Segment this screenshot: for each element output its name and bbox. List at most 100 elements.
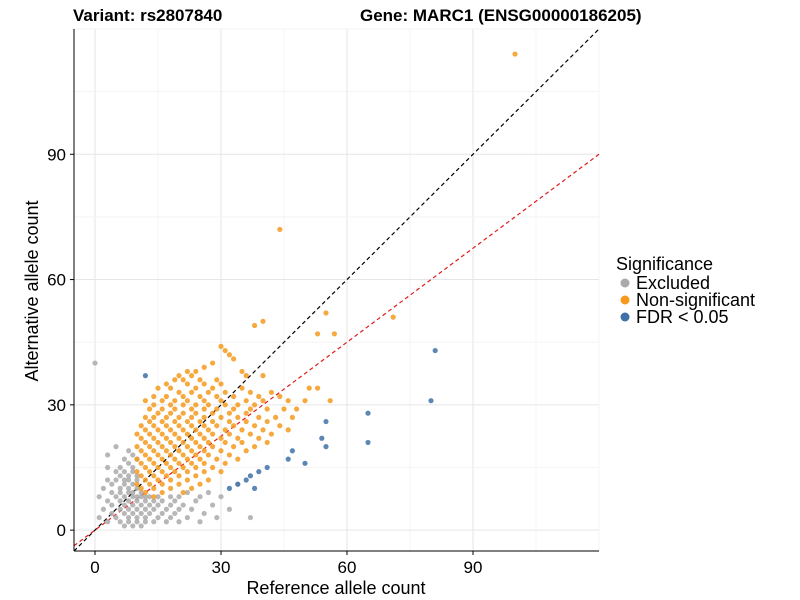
point-non-significant (260, 427, 266, 433)
point-non-significant (176, 473, 182, 479)
point-non-significant (243, 398, 249, 404)
point-non-significant (189, 423, 195, 429)
point-non-significant (201, 435, 207, 441)
point-excluded (134, 485, 140, 491)
point-excluded (138, 502, 144, 508)
point-non-significant (184, 444, 190, 450)
point-excluded (126, 460, 132, 466)
point-fdr-0-05 (428, 398, 434, 404)
point-non-significant (264, 418, 270, 425)
point-excluded (134, 494, 140, 500)
point-non-significant (134, 444, 140, 450)
point-non-significant (168, 464, 174, 471)
point-excluded (210, 502, 216, 508)
point-non-significant (189, 448, 195, 454)
point-non-significant (264, 406, 270, 412)
point-non-significant (159, 398, 165, 404)
point-non-significant (243, 410, 249, 416)
point-fdr-0-05 (243, 477, 249, 483)
point-non-significant (306, 385, 312, 391)
point-fdr-0-05 (365, 439, 371, 446)
point-non-significant (155, 452, 161, 458)
point-non-significant (172, 431, 178, 437)
point-non-significant (197, 431, 203, 437)
chart-title-gene: Gene: MARC1 (ENSG00000186205) (360, 6, 642, 25)
point-non-significant (168, 402, 174, 408)
point-non-significant (197, 481, 203, 487)
point-non-significant (201, 469, 207, 475)
point-non-significant (151, 435, 157, 441)
point-non-significant (222, 402, 228, 408)
point-non-significant (239, 368, 245, 375)
point-non-significant (205, 452, 211, 458)
point-non-significant (155, 385, 161, 391)
point-non-significant (214, 423, 220, 429)
point-excluded (134, 473, 140, 479)
point-non-significant (231, 393, 237, 400)
point-non-significant (197, 444, 203, 450)
point-excluded (134, 519, 140, 525)
point-excluded (117, 498, 123, 504)
point-non-significant (189, 485, 195, 491)
point-excluded (113, 469, 119, 475)
point-non-significant (184, 477, 190, 483)
point-excluded (130, 494, 136, 500)
point-non-significant (222, 347, 228, 354)
point-non-significant (163, 460, 169, 466)
point-excluded (205, 489, 211, 496)
point-excluded (96, 494, 102, 500)
point-excluded (130, 510, 136, 517)
point-non-significant (180, 402, 186, 408)
point-excluded (197, 519, 203, 525)
point-excluded (134, 498, 140, 504)
point-non-significant (172, 398, 178, 404)
point-non-significant (168, 410, 174, 416)
chart-title-variant: Variant: rs2807840 (73, 6, 222, 25)
point-non-significant (142, 452, 148, 458)
point-non-significant (168, 485, 174, 491)
point-non-significant (176, 373, 182, 379)
point-excluded (151, 519, 157, 525)
point-non-significant (151, 423, 157, 429)
point-non-significant (239, 427, 245, 433)
point-non-significant (226, 452, 232, 458)
point-non-significant (163, 448, 169, 454)
y-tick-label: 60 (47, 271, 66, 290)
point-non-significant (210, 410, 216, 416)
point-non-significant (235, 402, 241, 408)
point-non-significant (235, 435, 241, 441)
point-non-significant (331, 331, 337, 337)
point-non-significant (201, 381, 207, 387)
point-non-significant (218, 448, 224, 454)
point-fdr-0-05 (302, 460, 308, 466)
point-non-significant (176, 448, 182, 454)
point-fdr-0-05 (256, 469, 262, 475)
reference-lines (73, 28, 600, 552)
point-excluded (142, 506, 148, 512)
point-excluded (117, 519, 123, 525)
point-excluded (113, 514, 119, 521)
y-tick-label: 0 (57, 521, 66, 540)
point-non-significant (176, 435, 182, 441)
point-non-significant (247, 431, 253, 437)
point-non-significant (189, 460, 195, 466)
point-non-significant (142, 464, 148, 471)
point-non-significant (176, 389, 182, 395)
point-non-significant (201, 406, 207, 412)
point-non-significant (159, 444, 165, 450)
point-non-significant (226, 352, 232, 358)
point-non-significant (147, 456, 153, 462)
point-non-significant (138, 473, 144, 479)
point-non-significant (180, 452, 186, 458)
point-non-significant (201, 460, 207, 466)
point-non-significant (218, 381, 224, 387)
point-non-significant (193, 385, 199, 391)
legend-key-excluded (620, 278, 630, 288)
point-excluded (105, 464, 111, 471)
point-fdr-0-05 (365, 410, 371, 416)
point-excluded (138, 489, 144, 496)
point-non-significant (197, 377, 203, 383)
point-non-significant (193, 464, 199, 471)
point-non-significant (142, 439, 148, 446)
point-non-significant (226, 418, 232, 425)
